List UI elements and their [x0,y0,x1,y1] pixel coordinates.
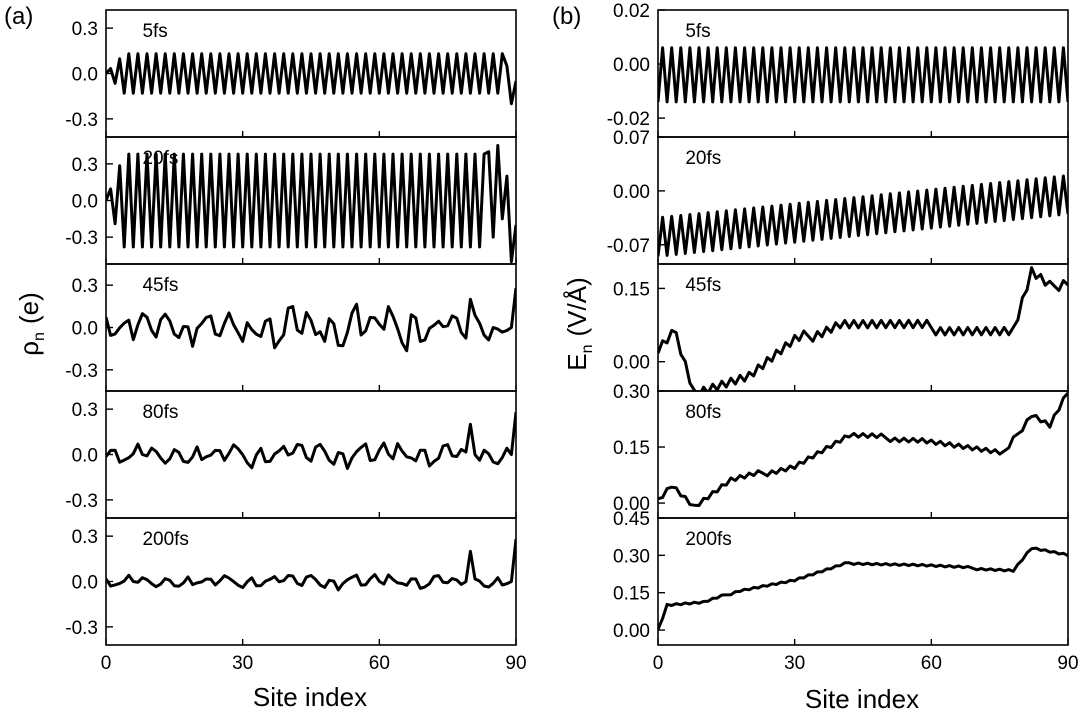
panel-a-subplot-20fs: -0.3 0.0 0.3 20fs [65,136,517,265]
y-tick-label: 0.00 [613,55,650,76]
y-tick-label: 0.0 [72,446,98,467]
panel-a-label: (a) [4,3,33,30]
y-tick-label: 0.0 [72,319,98,340]
subplot-frame [657,517,1069,646]
y-tick-label: 0.00 [613,494,650,515]
y-tick-label: 0.00 [613,621,650,642]
panel-b-xlabel: Site index [805,684,919,713]
x-tick-label: 30 [232,653,253,674]
series-label: 200fs [685,529,731,550]
y-tick-label: 0.15 [613,438,650,459]
y-tick-label: 0.45 [613,509,650,530]
x-tick-label: 0 [101,653,112,674]
y-tick-label: 0.3 [72,527,98,548]
y-tick-label: 0.00 [613,182,650,203]
series-label: 5fs [142,21,167,42]
series-line-20fs [106,144,516,264]
y-tick-label: 0.3 [72,276,98,297]
panel-a: (a) ρn(e) Site index -0.3 0.0 0.3 5fs -0.3 0.… [4,3,527,712]
y-tick-label: -0.07 [607,236,650,257]
series-line-80fs [658,392,1068,507]
y-tick-label: 0.02 [613,1,650,22]
series-label: 20fs [685,148,721,169]
panel-b-subplot-5fs: -0.02 0.00 0.02 5fs [607,1,1069,138]
panel-a-subplot-200fs: -0.3 0.0 0.3 200fs [65,517,517,646]
series-line-45fs [658,266,1068,391]
y-tick-label: -0.3 [65,228,98,249]
x-tick-label: 90 [1057,653,1078,674]
panel-b: (b) En(V/Å) Site index -0.020.000.025fs-… [552,1,1079,713]
series-label: 80fs [142,402,178,423]
series-line-200fs [658,546,1068,630]
y-tick-label: 0.0 [72,65,98,86]
panel-b-label: (b) [552,3,581,30]
panel-b-subplot-80fs: 0.00 0.15 0.30 80fs [613,382,1069,519]
y-tick-label: -0.3 [65,110,98,131]
series-line-5fs [106,52,516,106]
y-tick-label: 0.0 [72,573,98,594]
y-tick-label: -0.3 [65,491,98,512]
y-tick-label: 0.3 [72,155,98,176]
series-label: 20fs [142,148,178,169]
panel-b-subplot-200fs: 0.00 0.15 0.30 0.45 200fs [613,509,1069,646]
series-line-80fs [106,412,516,470]
panel-b-plots: -0.02 0.00 0.02 5fs -0.07 0.00 0.07 20fs 0.00 0.1… [607,1,1079,674]
y-tick-label: 0.15 [613,584,650,605]
x-tick-label: 30 [784,653,805,674]
x-tick-label: 60 [921,653,942,674]
panel-a-subplot-80fs: -0.3 0.0 0.3 80fs [65,390,517,519]
x-tick-label: 60 [369,653,390,674]
y-tick-label: -0.3 [65,361,98,382]
series-label: 200fs [142,529,188,550]
y-tick-label: 0.15 [613,279,650,300]
y-tick-label: 0.30 [613,382,650,403]
panel-b-ylabel: En(V/Å) [562,277,596,370]
panel-a-subplot-5fs: -0.3 0.0 0.3 5fs [65,9,517,138]
y-tick-label: -0.02 [607,109,650,130]
panel-b-subplot-20fs: -0.07 0.00 0.07 20fs [607,128,1069,265]
series-label: 45fs [142,275,178,296]
panel-a-ylabel: ρn(e) [14,292,48,355]
panel-a-plots: -0.3 0.0 0.3 5fs -0.3 0.0 0.3 20fs -0.3 0.0 0.3 45f… [65,9,527,674]
y-tick-label: 0.00 [613,353,650,374]
panel-a-subplot-45fs: -0.3 0.0 0.3 45fs [65,263,517,392]
y-tick-label: 0.30 [613,546,650,567]
series-line-5fs [658,46,1068,104]
series-label: 45fs [685,275,721,296]
y-tick-label: 0.07 [613,128,650,149]
x-tick-label: 0 [653,653,664,674]
y-tick-label: 0.3 [72,19,98,40]
x-tick-label: 90 [505,653,526,674]
panel-a-xlabel: Site index [253,682,367,712]
series-label: 80fs [685,402,721,423]
y-tick-label: -0.3 [65,618,98,639]
series-label: 5fs [685,21,710,42]
series-line-45fs [106,287,516,353]
y-tick-label: 0.3 [72,400,98,421]
y-tick-label: 0.0 [72,192,98,213]
panel-b-subplot-45fs: 0.00 0.15 45fs [613,263,1069,392]
series-line-20fs [658,174,1068,257]
series-line-200fs [106,539,516,592]
